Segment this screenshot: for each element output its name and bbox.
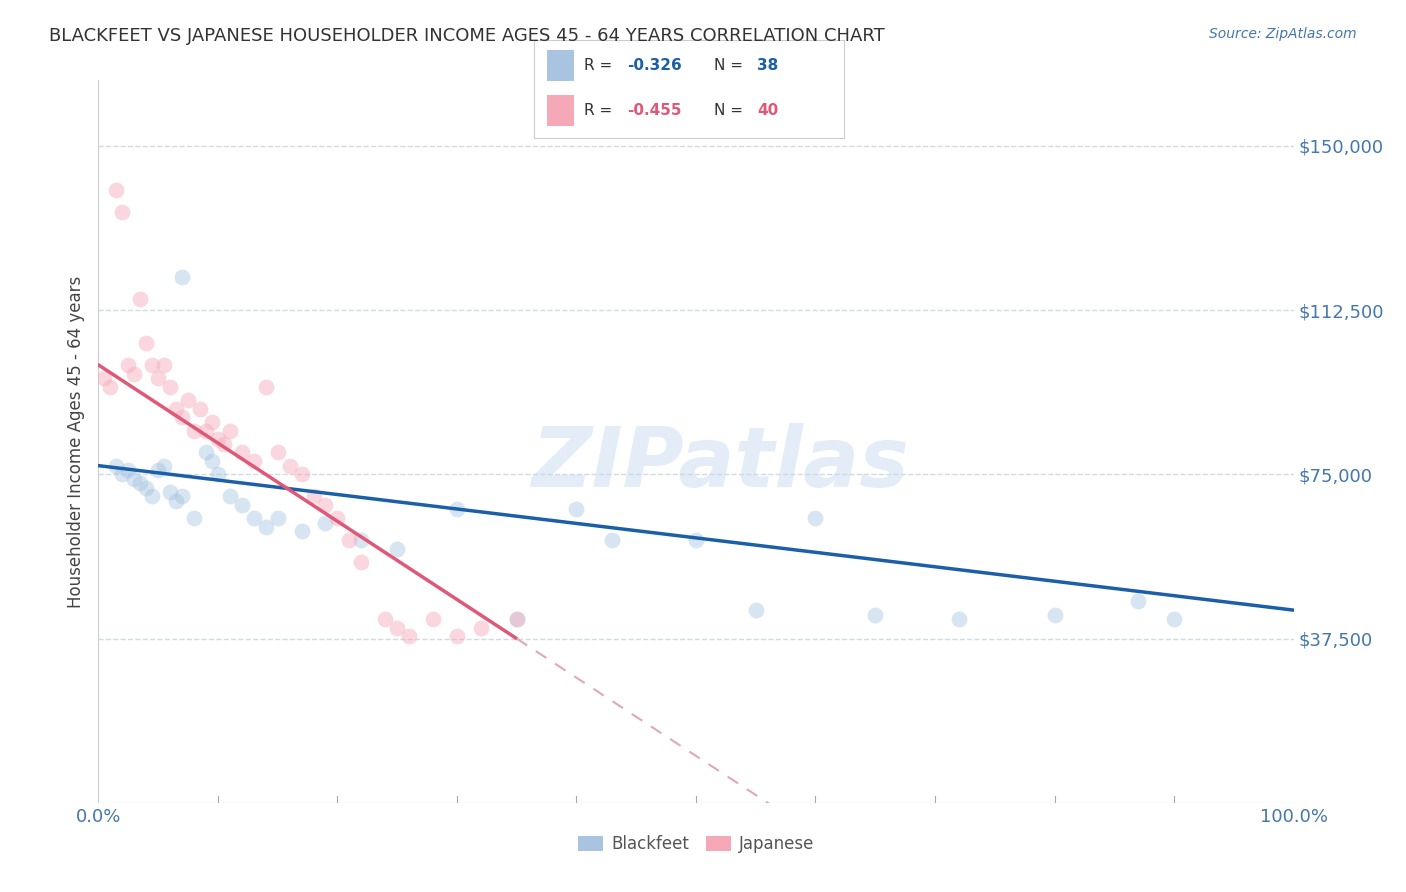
Point	[135, 336, 157, 351]
Point	[98, 380, 122, 394]
Point	[278, 458, 301, 473]
Point	[315, 516, 337, 530]
Point	[105, 458, 128, 473]
Point	[183, 424, 205, 438]
Bar	[547, 95, 575, 127]
Point	[302, 489, 325, 503]
Point	[212, 436, 235, 450]
Point	[315, 498, 337, 512]
Point	[1128, 594, 1150, 608]
Point	[422, 612, 444, 626]
Point	[124, 472, 146, 486]
Point	[111, 204, 134, 219]
Point	[129, 292, 152, 306]
Point	[565, 502, 588, 516]
Point	[506, 612, 529, 626]
Point	[254, 380, 277, 394]
Text: 40: 40	[756, 103, 779, 119]
Text: ZIPatlas: ZIPatlas	[531, 423, 908, 504]
Point	[1043, 607, 1066, 622]
Point	[172, 270, 194, 285]
Point	[374, 612, 396, 626]
Point	[195, 445, 218, 459]
Point	[267, 445, 290, 459]
Point	[153, 458, 176, 473]
Text: N =: N =	[714, 103, 748, 119]
Bar	[547, 50, 575, 81]
Point	[148, 463, 170, 477]
Point	[254, 520, 277, 534]
Point	[219, 489, 242, 503]
Point	[804, 511, 827, 525]
Point	[446, 502, 468, 516]
Y-axis label: Householder Income Ages 45 - 64 years: Householder Income Ages 45 - 64 years	[66, 276, 84, 607]
Point	[339, 533, 361, 547]
Point	[165, 493, 187, 508]
Point	[948, 612, 970, 626]
Point	[326, 511, 349, 525]
Text: R =: R =	[583, 58, 617, 73]
Point	[93, 371, 115, 385]
Point	[153, 358, 176, 372]
Text: -0.455: -0.455	[627, 103, 682, 119]
Point	[105, 183, 128, 197]
Point	[207, 467, 229, 482]
Point	[129, 476, 152, 491]
Point	[350, 555, 373, 569]
Point	[385, 541, 409, 556]
Point	[446, 629, 468, 643]
Point	[385, 621, 409, 635]
Point	[111, 467, 134, 482]
Point	[201, 454, 224, 468]
Point	[243, 454, 266, 468]
Point	[135, 481, 157, 495]
Point	[291, 524, 314, 539]
Point	[506, 612, 529, 626]
Point	[141, 358, 163, 372]
Point	[183, 511, 205, 525]
Point	[685, 533, 707, 547]
Point	[141, 489, 163, 503]
Text: 38: 38	[756, 58, 779, 73]
Legend: Blackfeet, Japanese: Blackfeet, Japanese	[571, 828, 821, 860]
Text: Source: ZipAtlas.com: Source: ZipAtlas.com	[1209, 27, 1357, 41]
Point	[291, 467, 314, 482]
Point	[188, 401, 211, 416]
Point	[602, 533, 624, 547]
Point	[231, 445, 253, 459]
Point	[201, 415, 224, 429]
Point	[172, 489, 194, 503]
Point	[117, 463, 139, 477]
Point	[195, 424, 218, 438]
Point	[159, 380, 181, 394]
Point	[267, 511, 290, 525]
Point	[117, 358, 139, 372]
Point	[350, 533, 373, 547]
Point	[165, 401, 187, 416]
Point	[124, 367, 146, 381]
Point	[159, 484, 181, 499]
Text: R =: R =	[583, 103, 617, 119]
Point	[231, 498, 253, 512]
Point	[1163, 612, 1185, 626]
Point	[745, 603, 768, 617]
Point	[177, 392, 200, 407]
Text: BLACKFEET VS JAPANESE HOUSEHOLDER INCOME AGES 45 - 64 YEARS CORRELATION CHART: BLACKFEET VS JAPANESE HOUSEHOLDER INCOME…	[49, 27, 884, 45]
Point	[470, 621, 492, 635]
Point	[219, 424, 242, 438]
Point	[207, 433, 229, 447]
Point	[398, 629, 420, 643]
Point	[865, 607, 887, 622]
Point	[243, 511, 266, 525]
Text: -0.326: -0.326	[627, 58, 682, 73]
Text: N =: N =	[714, 58, 748, 73]
Point	[172, 410, 194, 425]
Point	[148, 371, 170, 385]
